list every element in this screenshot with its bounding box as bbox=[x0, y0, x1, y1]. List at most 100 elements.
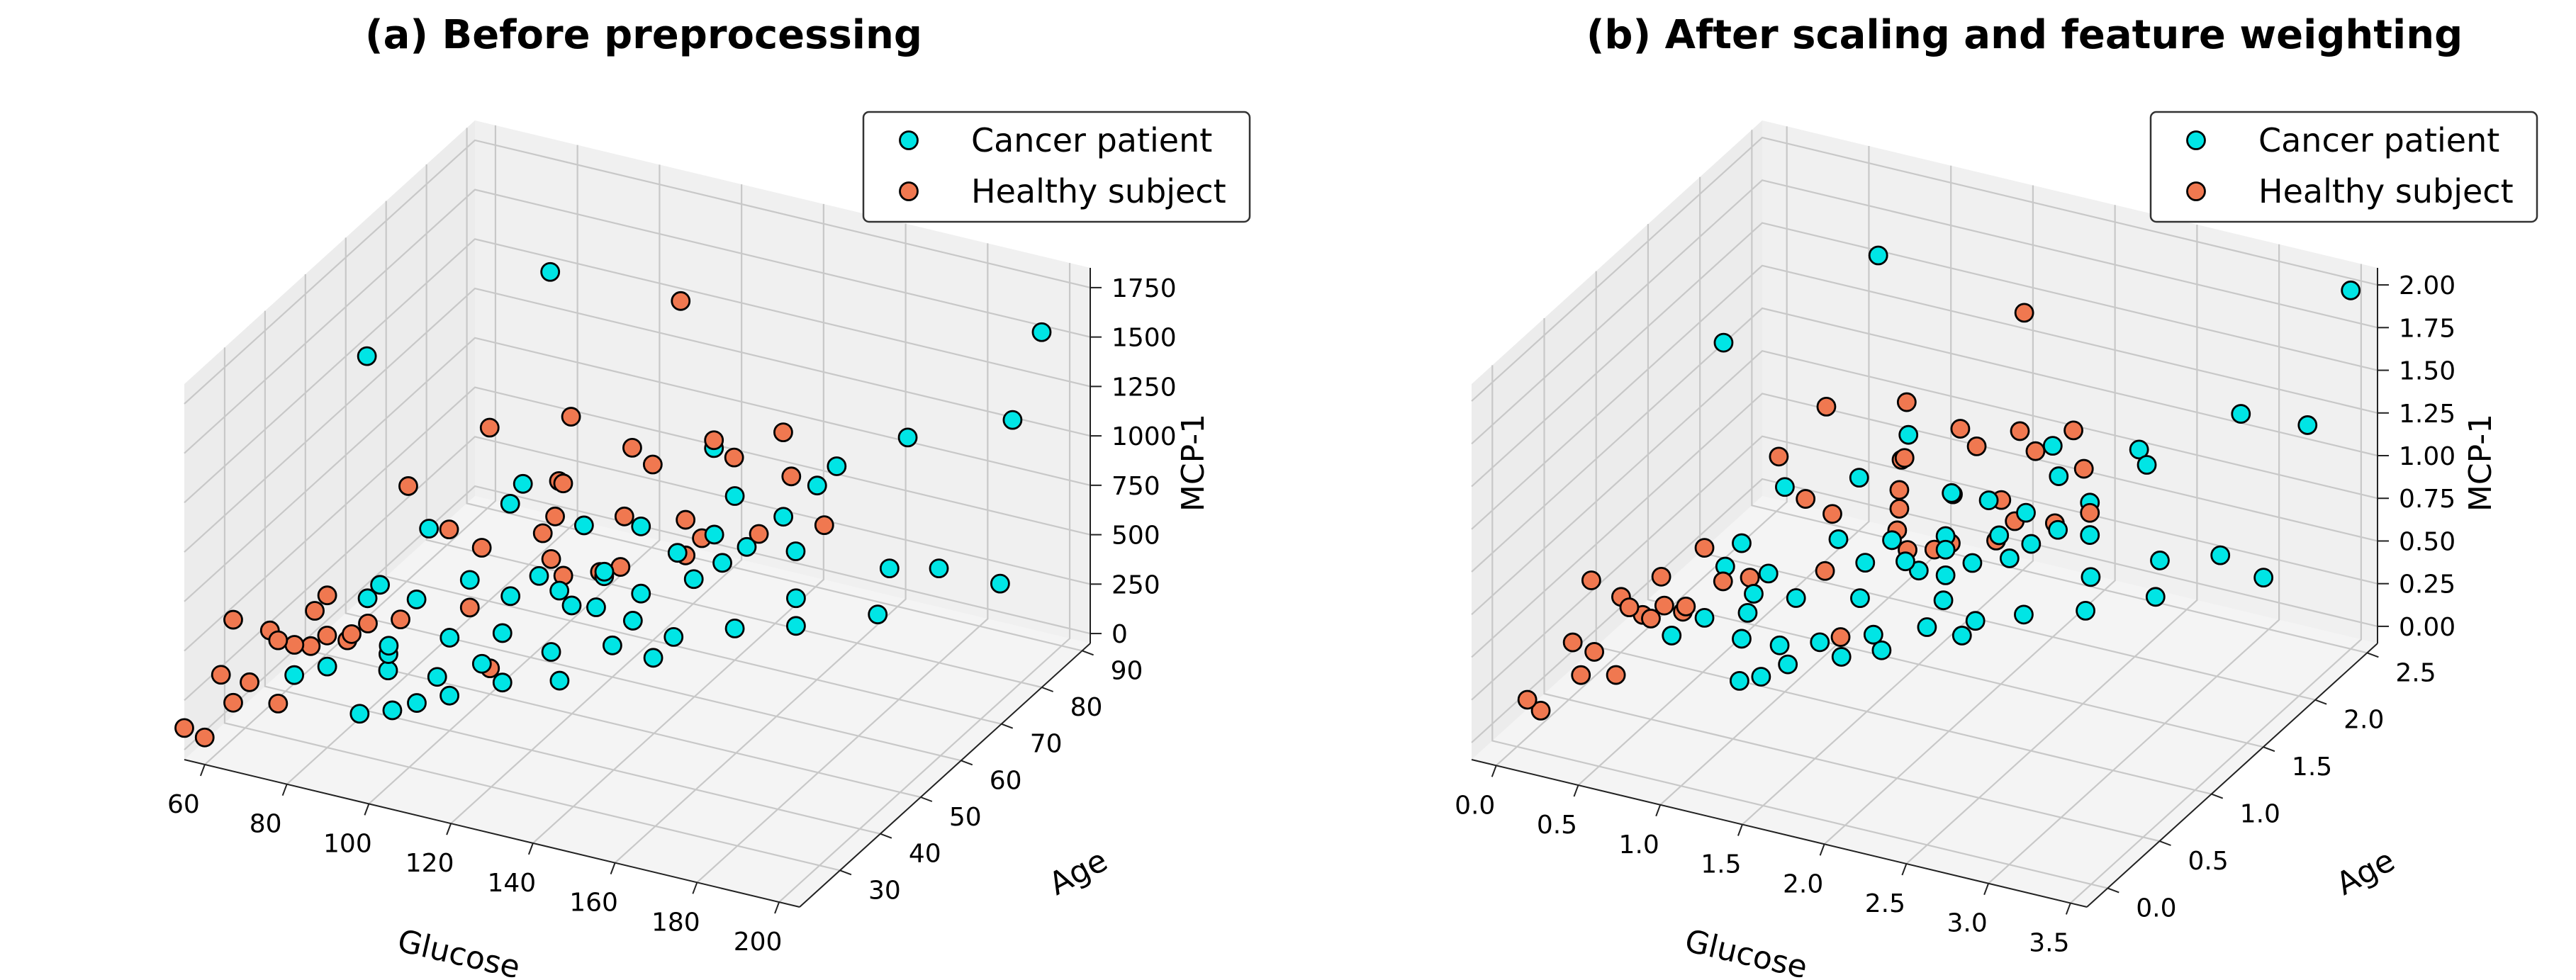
grid-z bbox=[1471, 136, 2378, 402]
point-healthy bbox=[781, 466, 802, 487]
point-cancer bbox=[1849, 468, 1869, 488]
point-cancer bbox=[379, 636, 399, 656]
z-tick-label: 0.75 bbox=[2399, 485, 2455, 514]
y-tick-label: 60 bbox=[990, 766, 1022, 795]
point-cancer bbox=[549, 580, 570, 601]
point-healthy bbox=[223, 692, 243, 713]
x-axis-label: Glucose bbox=[394, 923, 523, 980]
grid-x bbox=[368, 164, 661, 805]
point-healthy bbox=[1740, 568, 1760, 587]
point-cancer bbox=[786, 588, 806, 609]
point-cancer bbox=[2014, 604, 2034, 625]
point-healthy bbox=[2080, 502, 2100, 523]
grid-z bbox=[1471, 222, 2378, 488]
point-healthy bbox=[532, 523, 553, 543]
point-cancer bbox=[1935, 539, 1956, 560]
point-cancer bbox=[1810, 632, 1830, 653]
point-healthy bbox=[391, 609, 410, 630]
legend-label: Cancer patient bbox=[2258, 121, 2499, 159]
x-axis-label: Glucose bbox=[1681, 923, 1810, 980]
grid-y bbox=[466, 128, 1082, 652]
point-cancer bbox=[406, 590, 427, 609]
point-cancer bbox=[786, 616, 806, 636]
grid-y bbox=[345, 237, 962, 762]
x-tick-mark bbox=[1819, 843, 1825, 856]
grid-y bbox=[425, 164, 1042, 689]
point-cancer bbox=[317, 656, 337, 677]
point-cancer bbox=[1828, 529, 1849, 549]
grid-z bbox=[184, 287, 1091, 553]
point-cancer bbox=[1737, 602, 1758, 623]
point-cancer bbox=[2076, 600, 2095, 621]
point-cancer bbox=[785, 541, 806, 561]
z-tick-label: 1250 bbox=[1111, 373, 1177, 402]
scatter-3d-before-preprocessing: 6080100120140160180200304050607080900250… bbox=[167, 12, 1251, 980]
point-healthy bbox=[773, 422, 793, 443]
x-tick-label: 100 bbox=[323, 829, 372, 858]
point-healthy bbox=[358, 613, 378, 633]
grid-x bbox=[1823, 205, 2116, 845]
grid-z bbox=[184, 238, 1091, 504]
x-tick-mark bbox=[2065, 903, 2071, 915]
point-cancer bbox=[1713, 332, 1734, 353]
point-cancer bbox=[897, 427, 918, 448]
point-healthy bbox=[1816, 396, 1837, 417]
point-cancer bbox=[513, 473, 533, 494]
point-healthy bbox=[211, 665, 231, 685]
point-cancer bbox=[868, 604, 888, 625]
point-healthy bbox=[2010, 421, 2030, 441]
x-tick-mark bbox=[774, 901, 780, 914]
y-tick-label: 0.0 bbox=[2136, 894, 2176, 923]
point-healthy bbox=[2073, 458, 2094, 479]
grid-z bbox=[184, 436, 1091, 702]
y-tick-mark bbox=[920, 796, 933, 802]
point-cancer bbox=[439, 628, 460, 648]
point-cancer bbox=[1871, 640, 1892, 660]
point-healthy bbox=[622, 437, 642, 458]
point-cancer bbox=[1855, 553, 1876, 573]
point-cancer bbox=[631, 516, 651, 536]
grid-x bbox=[1495, 126, 1788, 767]
legend-label: Healthy subject bbox=[971, 172, 1226, 210]
point-cancer bbox=[529, 565, 549, 586]
grid-x bbox=[778, 263, 1071, 903]
z-tick-label: 0.25 bbox=[2399, 570, 2455, 599]
point-healthy bbox=[1517, 689, 1538, 710]
point-cancer bbox=[1694, 607, 1715, 628]
y-tick-mark bbox=[839, 869, 852, 876]
y-tick-label: 30 bbox=[868, 876, 901, 905]
point-cancer bbox=[1850, 588, 1870, 609]
grid-x bbox=[450, 184, 743, 824]
point-cancer bbox=[879, 558, 900, 579]
x-tick-mark bbox=[446, 823, 452, 835]
x-tick-mark bbox=[692, 882, 698, 894]
x-tick-mark bbox=[610, 862, 616, 874]
z-axis-label: MCP-1 bbox=[1175, 414, 1211, 512]
point-cancer bbox=[1882, 530, 1902, 551]
point-healthy bbox=[1769, 446, 1789, 467]
point-cancer bbox=[712, 553, 732, 573]
point-healthy bbox=[541, 549, 561, 569]
grid-x bbox=[1577, 146, 1870, 786]
point-healthy bbox=[2014, 303, 2034, 323]
point-cancer bbox=[594, 561, 615, 582]
point-healthy bbox=[1606, 665, 1626, 685]
left-pane bbox=[184, 120, 475, 760]
grid-z bbox=[1471, 350, 2378, 616]
point-cancer bbox=[2048, 519, 2068, 540]
point-cancer bbox=[1935, 565, 1956, 585]
y-axis-line bbox=[2086, 643, 2378, 908]
point-healthy bbox=[1830, 627, 1851, 647]
point-healthy bbox=[642, 454, 663, 475]
point-cancer bbox=[1999, 548, 2020, 568]
point-healthy bbox=[471, 538, 492, 558]
x-tick-label: 1.5 bbox=[1701, 850, 1741, 879]
y-tick-label: 2.0 bbox=[2343, 706, 2384, 735]
grid-x bbox=[2070, 264, 2362, 904]
point-healthy bbox=[1796, 489, 1816, 509]
point-healthy bbox=[1676, 597, 1696, 616]
legend-marker-healthy bbox=[2186, 181, 2206, 201]
point-healthy bbox=[610, 557, 631, 577]
point-healthy bbox=[459, 597, 480, 618]
point-cancer bbox=[2341, 280, 2361, 300]
